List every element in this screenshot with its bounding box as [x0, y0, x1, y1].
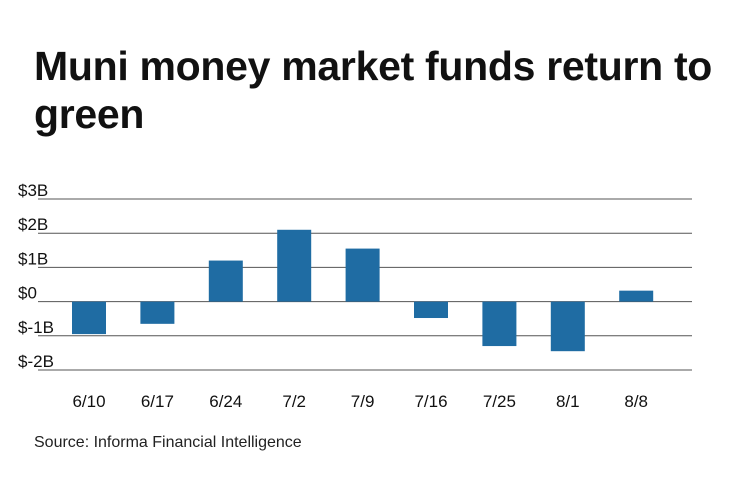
x-tick-label: 7/2 — [282, 392, 306, 411]
y-tick-label: $-2B — [18, 352, 54, 371]
source-note: Source: Informa Financial Intelligence — [34, 434, 302, 451]
y-tick-label: $0 — [18, 284, 37, 303]
bar-chart: $3B $2B $1B $0 $-1B $-2B 6/10 6/17 6/24 7/2 7/9 7/… — [18, 181, 692, 411]
x-tick-label: 7/9 — [351, 392, 375, 411]
bar-7-16 — [414, 301, 448, 319]
x-tick-label: 7/16 — [414, 392, 447, 411]
bar-7-25 — [482, 301, 517, 347]
y-tick-label: $3B — [18, 181, 48, 200]
bar-8-8 — [619, 290, 654, 302]
bar-8-1 — [550, 301, 585, 352]
bar-6-10 — [72, 301, 106, 335]
bar-7-9 — [345, 248, 380, 302]
x-tick-label: 8/8 — [624, 392, 648, 411]
bars — [72, 229, 654, 352]
y-axis-labels: $3B $2B $1B $0 $-1B $-2B — [18, 181, 54, 371]
x-tick-label: 6/24 — [209, 392, 242, 411]
y-tick-label: $1B — [18, 249, 48, 268]
x-tick-label: 6/17 — [141, 392, 174, 411]
x-tick-label: 7/25 — [483, 392, 516, 411]
bar-6-17 — [140, 301, 175, 324]
x-tick-label: 6/10 — [72, 392, 105, 411]
y-tick-label: $-1B — [18, 318, 54, 337]
x-tick-label: 8/1 — [556, 392, 580, 411]
x-axis-labels: 6/10 6/17 6/24 7/2 7/9 7/16 7/25 8/1 8/8 — [72, 392, 648, 411]
chart-title: Muni money market funds return to green — [34, 43, 713, 137]
bar-6-24 — [208, 260, 243, 302]
y-tick-label: $2B — [18, 215, 48, 234]
bar-7-2 — [277, 229, 312, 302]
